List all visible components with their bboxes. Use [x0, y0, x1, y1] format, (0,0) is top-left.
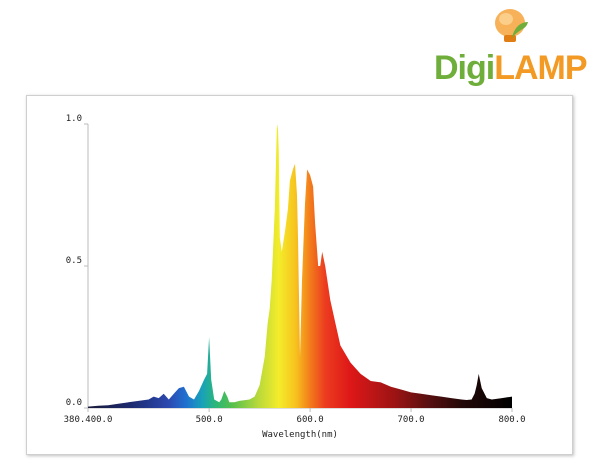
- x-tick-label: 700.0: [398, 415, 425, 425]
- digilamp-logo: DigiLAMP: [428, 6, 596, 92]
- logo-text-digi: Digi: [434, 49, 495, 87]
- logo-text-lamp: LAMP: [494, 49, 587, 87]
- spectrum-chart: 0.00.51.0 380.400.0 500.0 600.0 700.0 800.0 …: [64, 114, 526, 440]
- x-tick-label: 800.0: [498, 415, 525, 425]
- lightbulb-leaf-icon: [495, 9, 528, 42]
- y-axis-ticks: 0.0 0.5 1.0: [66, 114, 88, 409]
- x-tick-label: 380.400.0: [64, 415, 113, 425]
- y-tick-label: 0.0: [66, 398, 82, 408]
- x-axis-ticks: 380.400.0 500.0 600.0 700.0 800.0: [64, 408, 526, 425]
- x-tick-label: 600.0: [297, 415, 324, 425]
- spectrum-chart-panel: 0.0 0.5 1.0 380.400.0 500.0 600.0 700.0 800.0 …: [26, 95, 573, 455]
- logo-wordmark: DigiLAMP: [434, 48, 588, 88]
- spectrum-area: [88, 124, 512, 408]
- y-tick-label: 0.5: [66, 256, 82, 266]
- y-tick-label: 1.0: [66, 114, 82, 124]
- x-axis-label: Wavelength(nm): [262, 430, 338, 440]
- x-tick-label: 500.0: [196, 415, 223, 425]
